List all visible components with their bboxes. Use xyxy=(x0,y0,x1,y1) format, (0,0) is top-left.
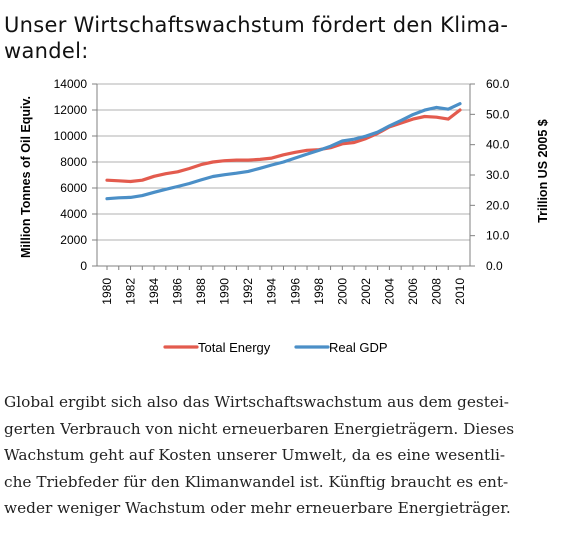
x-tick-label: 1984 xyxy=(147,278,161,305)
left-axis-title: Million Tonnes of Oil Equiv. xyxy=(19,96,33,258)
x-tick-label: 2002 xyxy=(359,278,373,305)
x-tick-label: 2010 xyxy=(453,278,467,305)
legend: Total Energy Real GDP xyxy=(163,340,388,355)
title-line-1: Unser Wirtschaftswachstum fördert den Kl… xyxy=(4,13,509,37)
paragraph-line: Global ergibt sich also das Wirtschaftsw… xyxy=(4,393,509,411)
title-line-2: wandel: xyxy=(4,39,89,63)
legend-label: Real GDP xyxy=(329,340,388,355)
x-tick-label: 1982 xyxy=(124,278,138,305)
paragraph-line: che Triebfeder für den Klimanwandel ist.… xyxy=(4,472,509,491)
grid-lines xyxy=(97,83,470,267)
right-tick-label: 60.0 xyxy=(486,77,510,91)
chart-axes: Million Tonnes of Oil Equiv. Trillion US … xyxy=(19,83,550,270)
legend-label: Total Energy xyxy=(198,340,271,355)
x-tick-label: 2000 xyxy=(335,278,349,305)
paragraph-line: gerten Verbrauch von nicht erneuerbaren … xyxy=(4,419,515,438)
x-tick-label: 1998 xyxy=(312,278,326,305)
right-tick-label: 40.0 xyxy=(486,138,510,152)
right-tick-label: 0.0 xyxy=(486,259,503,273)
series-line-real-gdp xyxy=(105,102,462,201)
x-tick-label: 1992 xyxy=(241,278,255,305)
x-tick-label: 1990 xyxy=(218,278,232,305)
right-tick-label: 10.0 xyxy=(486,229,510,243)
series-line-total-energy xyxy=(105,108,462,184)
x-tick-label: 1994 xyxy=(265,278,279,305)
left-tick-label: 10000 xyxy=(54,129,88,143)
left-tick-label: 0 xyxy=(80,259,87,273)
left-tick-label: 4000 xyxy=(60,207,87,221)
x-tick-label: 2004 xyxy=(382,278,396,305)
x-tick-label: 1988 xyxy=(194,278,208,305)
x-tick-label: 1986 xyxy=(171,278,185,305)
x-tick-label: 2008 xyxy=(429,278,443,305)
paragraph-line: Wachstum geht auf Kosten unserer Umwelt,… xyxy=(4,446,506,465)
right-tick-label: 20.0 xyxy=(486,198,510,212)
series-lines xyxy=(105,102,462,201)
energy-gdp-chart: Million Tonnes of Oil Equiv. Trillion US … xyxy=(19,77,550,355)
left-tick-label: 14000 xyxy=(54,77,88,91)
left-tick-label: 2000 xyxy=(60,233,87,247)
body-paragraph: Global ergibt sich also das Wirtschaftsw… xyxy=(4,389,560,522)
right-tick-label: 50.0 xyxy=(486,107,510,121)
left-tick-label: 8000 xyxy=(60,155,87,169)
paragraph-line: weder weniger Wachstum oder mehr erneuer… xyxy=(4,499,511,518)
x-tick-label: 2006 xyxy=(406,278,420,305)
left-tick-label: 6000 xyxy=(60,181,87,195)
x-tick-label: 1996 xyxy=(288,278,302,305)
right-axis-title: Trillion US 2005 $ xyxy=(536,119,550,223)
page-title: Unser Wirtschaftswachstum fördert den Kl… xyxy=(4,12,564,64)
left-tick-label: 12000 xyxy=(54,103,88,117)
x-tick-label: 1980 xyxy=(100,278,114,305)
tick-labels: 0 2000 4000 6000 8000 10000 12000 14000 0.0 10.0 2… xyxy=(54,77,510,305)
right-tick-label: 30.0 xyxy=(486,168,510,182)
